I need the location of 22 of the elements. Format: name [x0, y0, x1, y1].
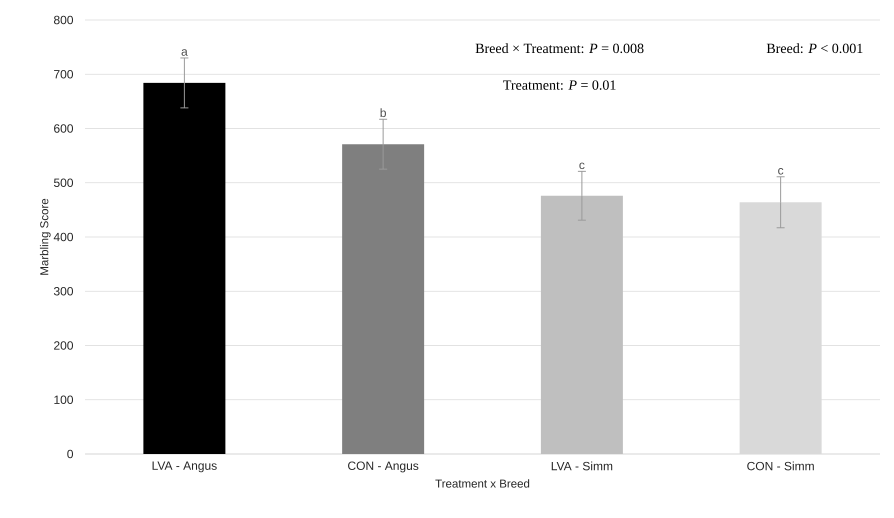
x-tick-label: LVA - Angus: [152, 462, 217, 472]
annotation: b: [380, 108, 386, 118]
y-tick-label: 200: [54, 341, 74, 350]
annotation: Breed: P < 0.001: [766, 43, 862, 54]
x-axis-title: Treatment x Breed: [435, 479, 530, 488]
y-tick-label: 700: [54, 70, 74, 78]
y-tick-label: 800: [54, 16, 74, 24]
x-tick-label: CON - Angus: [348, 462, 418, 472]
annotation: c: [579, 162, 585, 170]
annotation: a: [182, 49, 188, 56]
annotation: Breed × Treatment: P = 0.008: [476, 43, 644, 54]
y-tick-label: 0: [67, 450, 74, 458]
y-tick-label: 300: [54, 286, 74, 296]
annotation: Treatment: P = 0.01: [503, 80, 616, 90]
y-tick-label: 600: [54, 124, 74, 133]
y-axis-title: Marbling Score: [40, 198, 51, 275]
annotation: c: [778, 168, 784, 175]
y-tick-label: 500: [54, 178, 74, 187]
y-tick-label: 100: [54, 395, 74, 404]
x-tick-label: LVA - Simm: [552, 461, 612, 470]
x-tick-label: CON - Simm: [747, 461, 814, 470]
y-tick-label: 400: [54, 232, 74, 242]
